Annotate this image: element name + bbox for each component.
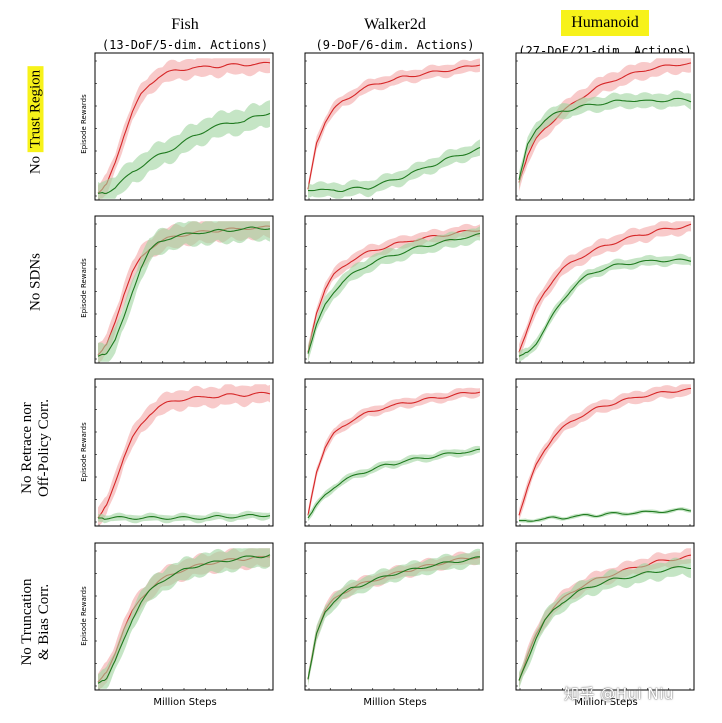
panel-r2-c2	[515, 378, 695, 527]
series-line-red	[97, 61, 271, 194]
series-band-red	[519, 58, 691, 192]
panel-r0-c2	[515, 52, 695, 201]
series-band-green	[519, 557, 691, 689]
col-title-walker2d: Walker2d (9-DoF/6-dim. Actions)	[305, 16, 485, 52]
series-line-red	[97, 391, 271, 519]
series-band-green	[308, 226, 480, 362]
series-band-red	[98, 384, 270, 525]
series-line-red	[518, 387, 692, 516]
series-band-red	[308, 58, 480, 196]
series-line-red	[518, 62, 692, 183]
series-line-green	[97, 112, 271, 194]
panel-r3-c2	[515, 542, 695, 691]
panel-r2-c1	[304, 378, 484, 527]
panel-r2-c0	[94, 378, 274, 527]
col-title-main: Humanoid	[561, 10, 649, 36]
panel-r0-c1	[304, 52, 484, 201]
series-line-red	[307, 391, 481, 516]
series-band-green	[308, 548, 480, 687]
panel-r1-c0	[94, 215, 274, 364]
series-band-green	[308, 139, 480, 199]
col-title-main: Walker2d	[364, 16, 426, 33]
series-line-green	[518, 258, 692, 357]
col-subtitle: (9-DoF/6-dim. Actions)	[315, 38, 475, 52]
series-band-red	[308, 387, 480, 521]
panel-r3-c0	[94, 542, 274, 691]
series-band-red	[519, 384, 691, 521]
series-line-green	[307, 448, 481, 519]
panel-r3-c1	[304, 542, 484, 691]
series-line-green	[97, 554, 271, 684]
series-band-red	[519, 221, 691, 361]
series-line-green	[518, 97, 692, 180]
series-line-green	[518, 566, 692, 681]
series-line-green	[308, 146, 481, 193]
col-subtitle: (13-DoF/5-dim. Actions)	[101, 38, 269, 52]
series-band-green	[519, 90, 691, 188]
series-line-green	[98, 513, 271, 520]
series-band-green	[98, 100, 270, 199]
x-axis-label: Million Steps	[363, 697, 427, 708]
panel-r0-c0	[94, 52, 274, 201]
series-line-green	[307, 556, 480, 680]
col-title-fish: Fish (13-DoF/5-dim. Actions)	[95, 16, 275, 52]
x-axis-label: Million Steps	[574, 697, 638, 708]
watermark: 知乎 @Hui Niu	[564, 685, 674, 703]
panel-r1-c2	[515, 215, 695, 364]
col-title-main: Fish	[171, 16, 199, 33]
series-band-red	[308, 223, 480, 359]
series-line-green	[307, 232, 481, 354]
panel-r1-c1	[304, 215, 484, 364]
x-axis-label: Million Steps	[153, 697, 217, 708]
series-line-green	[97, 226, 271, 357]
series-band-green	[98, 548, 270, 689]
series-line-red	[307, 64, 481, 190]
series-line-green	[519, 508, 692, 522]
series-band-green	[98, 221, 270, 362]
series-line-red	[518, 223, 692, 353]
